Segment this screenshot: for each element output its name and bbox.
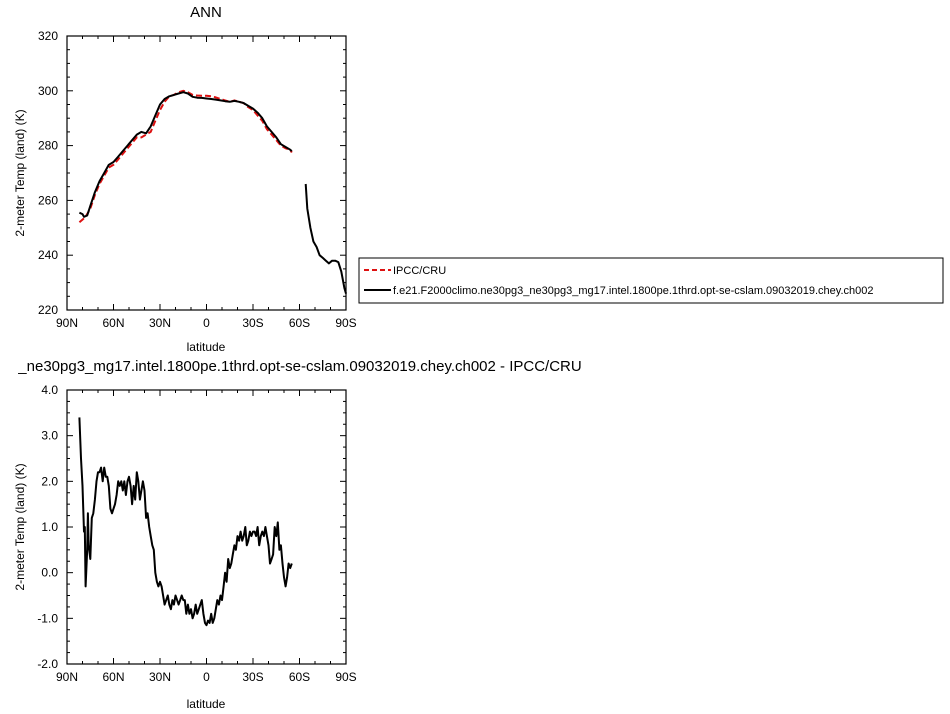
legend-entry-model: f.e21.F2000climo.ne30pg3_ne30pg3_mg17.in…: [393, 285, 873, 297]
top-plot-frame: [66, 35, 347, 311]
bottom-x-tick-label: 0: [203, 670, 210, 684]
legend-box: [358, 257, 944, 304]
top-y-tick-label: 280: [38, 139, 58, 153]
legend: IPCC/CRU f.e21.F2000climo.ne30pg3_ne30pg…: [358, 257, 944, 304]
top-series-line-0: [78, 89, 293, 224]
top-series-line-1: [304, 183, 347, 294]
bottom-y-tick-label: 2.0: [41, 474, 58, 488]
bottom-y-tick-label: 0.0: [41, 566, 58, 580]
top-chart-title: ANN: [190, 4, 222, 21]
top-y-tick-label: 220: [38, 303, 58, 317]
bottom-x-tick-label: 90S: [335, 670, 356, 684]
top-axis-ticks: 90N 60N 30N 0 30S 60S 90S 220 240 260 280 300 320: [38, 29, 357, 330]
top-y-tick-label: 240: [38, 248, 58, 262]
bottom-panel: _ne30pg3_mg17.intel.1800pe.1thrd.opt-se-…: [13, 358, 582, 711]
top-x-tick-label: 30S: [242, 316, 263, 330]
top-series-line-1: [78, 91, 293, 218]
top-x-tick-label: 0: [203, 316, 210, 330]
bottom-x-axis-label: latitude: [187, 697, 226, 711]
bottom-x-tick-label: 90N: [56, 670, 78, 684]
bottom-series-line-0: [78, 417, 293, 627]
top-y-tick-label: 260: [38, 193, 58, 207]
top-panel: ANN 90N 60N 30N 0 30S 60S 90S 220 240 260 280 300 32…: [13, 4, 357, 354]
bottom-y-tick-label: -2.0: [37, 657, 58, 671]
top-series-lines: [78, 89, 347, 294]
top-x-tick-label: 30N: [149, 316, 171, 330]
top-y-tick-label: 320: [38, 29, 58, 43]
bottom-y-tick-label: 1.0: [41, 520, 58, 534]
bottom-y-tick-label: 4.0: [41, 383, 58, 397]
top-x-axis-label: latitude: [187, 340, 226, 354]
top-y-tick-label: 300: [38, 84, 58, 98]
top-x-tick-label: 60N: [102, 316, 124, 330]
top-x-tick-label: 90N: [56, 316, 78, 330]
top-x-tick-label: 60S: [289, 316, 310, 330]
bottom-y-tick-label: -1.0: [37, 611, 58, 625]
top-y-axis-label: 2-meter Temp (land) (K): [13, 109, 27, 236]
legend-entry-ipcc-cru: IPCC/CRU: [393, 265, 446, 277]
bottom-chart-title: _ne30pg3_mg17.intel.1800pe.1thrd.opt-se-…: [17, 358, 581, 375]
bottom-x-tick-label: 60N: [102, 670, 124, 684]
bottom-x-tick-label: 30S: [242, 670, 263, 684]
bottom-plot-frame: [66, 389, 347, 665]
bottom-series-lines: [78, 417, 293, 627]
bottom-x-tick-label: 60S: [289, 670, 310, 684]
bottom-x-tick-label: 30N: [149, 670, 171, 684]
top-x-tick-label: 90S: [335, 316, 356, 330]
bottom-y-axis-label: 2-meter Temp (land) (K): [13, 463, 27, 590]
bottom-y-tick-label: 3.0: [41, 429, 58, 443]
